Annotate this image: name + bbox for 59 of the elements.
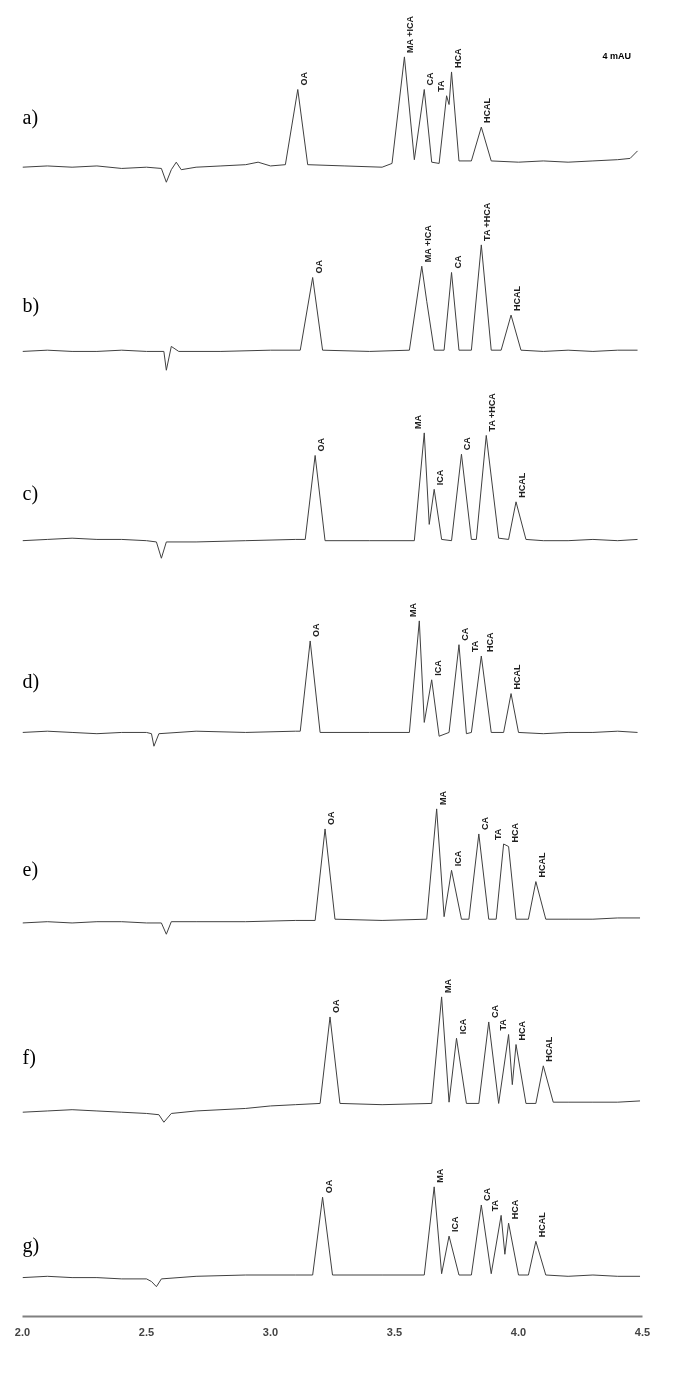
annotation: CA [482,1187,493,1201]
text: e) [22,858,39,882]
text: d) [22,670,40,694]
annotation: TA +HCA [482,202,493,241]
text: b) [22,294,40,318]
annotation: CA [479,816,490,830]
annotation: OA [331,998,342,1013]
x-tick-label: 3.0 [262,1325,279,1338]
annotation: HCAL [544,1036,555,1062]
annotation: TA [490,1199,501,1212]
annotation: ICA [452,850,463,867]
annotation: HCA [509,1199,520,1220]
annotation: TA [492,828,503,840]
annotation: HCAL [512,664,523,690]
text: c) [22,482,39,506]
annotation: MA +ICA [405,15,416,53]
annotation: HCA [517,1020,528,1041]
annotation: HCA [484,631,495,652]
text: g) [22,1234,40,1258]
annotation: OA [311,622,322,637]
text: a) [22,106,39,130]
annotation: OA [313,259,324,274]
annotation: MA [435,1168,446,1183]
annotation: ICA [432,659,443,676]
annotation: TA [435,79,446,92]
annotation: ICA [450,1216,461,1233]
annotation: TA +HCA [487,392,498,432]
annotation: ICA [435,469,446,486]
annotation: HCAL [536,1211,547,1238]
annotation: MA [442,978,453,993]
annotation: HCAL [536,852,547,878]
annotation: ICA [457,1018,468,1035]
annotation: HCAL [517,472,528,498]
annotation: TA [470,640,481,652]
annotation: CA [489,1004,500,1018]
annotation: TA [497,1018,508,1031]
text: f) [22,1046,36,1070]
annotation: MA [437,790,448,805]
annotation: OA [316,437,327,452]
annotation: MA [413,414,424,429]
annotation: OA [326,810,337,825]
x-tick-label: 2.5 [138,1325,155,1338]
annotation: HCAL [482,97,493,124]
annotation: CA [462,436,473,451]
x-tick-label: 2.0 [14,1325,31,1338]
annotation: MA [408,602,419,617]
x-tick-label: 4.0 [510,1325,527,1338]
annotation: HCAL [512,285,523,312]
annotation: OA [323,1179,334,1194]
annotation: CA [425,71,436,86]
annotation: OA [298,71,309,86]
annotation: MA +ICA [422,224,433,263]
annotation: CA [459,627,470,641]
annotation: HCA [452,47,463,68]
annotation: CA [452,254,463,269]
annotation: 4 mAU [602,50,632,61]
x-tick-label: 3.5 [386,1325,403,1338]
x-tick-label: 4.5 [634,1325,651,1338]
annotation: HCA [509,822,520,843]
